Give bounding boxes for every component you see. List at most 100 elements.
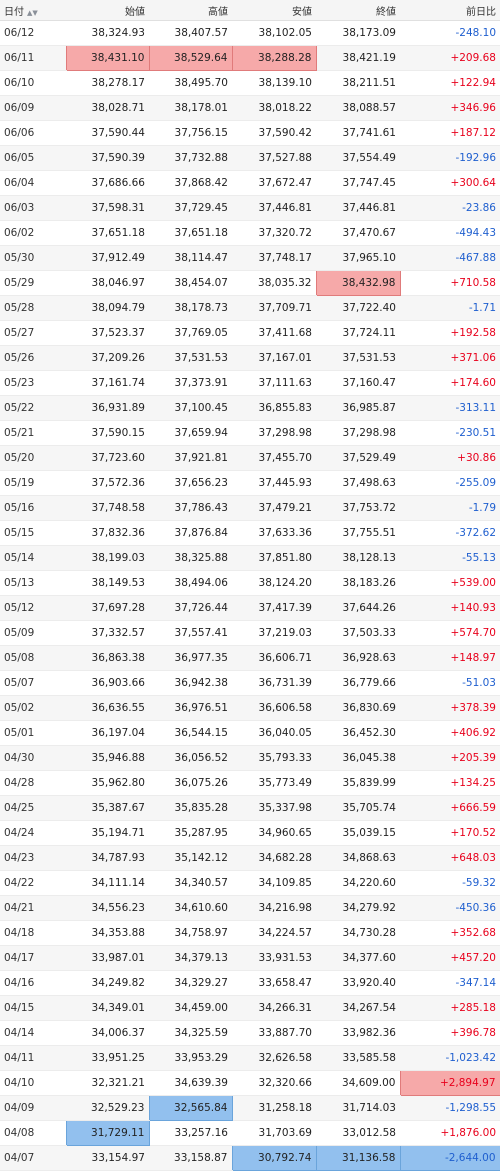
cell-high: 35,287.95: [149, 820, 232, 846]
cell-change: +406.92: [400, 720, 500, 746]
cell-change: +174.60: [400, 370, 500, 396]
cell-close: 37,644.26: [316, 595, 400, 621]
cell-open: 37,161.74: [66, 370, 149, 396]
cell-open: 34,006.37: [66, 1020, 149, 1046]
table-row: 06/02 37,651.18 37,651.18 37,320.72 37,470.6…: [0, 220, 500, 246]
cell-low: 32,626.58: [232, 1045, 316, 1071]
table-row: 04/09 32,529.23 32,565.84 31,258.18 31,714.0…: [0, 1095, 500, 1121]
cell-date: 05/30: [0, 245, 66, 271]
cell-low: 34,682.28: [232, 845, 316, 871]
table-row: 04/15 34,349.01 34,459.00 34,266.31 34,267.5…: [0, 995, 500, 1021]
cell-close: 37,722.40: [316, 295, 400, 321]
cell-low: 34,109.85: [232, 870, 316, 896]
cell-close: 37,724.11: [316, 320, 400, 346]
table-row: 05/02 36,636.55 36,976.51 36,606.58 36,830.6…: [0, 695, 500, 721]
cell-change: -192.96: [400, 145, 500, 171]
cell-high: 34,610.60: [149, 895, 232, 921]
table-header-row: 日付 ▲▼ 始値 高値 安値 終値 前日比: [0, 0, 500, 21]
cell-date: 04/11: [0, 1045, 66, 1071]
cell-date: 06/09: [0, 95, 66, 121]
cell-close: 37,503.33: [316, 620, 400, 646]
cell-date: 05/22: [0, 395, 66, 421]
table-row: 05/27 37,523.37 37,769.05 37,411.68 37,724.1…: [0, 320, 500, 346]
column-header-high: 高値: [149, 0, 232, 21]
cell-high: 37,786.43: [149, 495, 232, 521]
cell-low: 36,731.39: [232, 670, 316, 696]
sort-arrows-icon[interactable]: ▲▼: [27, 8, 38, 17]
cell-change: +134.25: [400, 770, 500, 796]
table-row: 04/28 35,962.80 36,075.26 35,773.49 35,839.9…: [0, 770, 500, 796]
cell-high: 37,651.18: [149, 220, 232, 246]
cell-change: -1,298.55: [400, 1095, 500, 1121]
cell-close: 37,747.45: [316, 170, 400, 196]
cell-change: -450.36: [400, 895, 500, 921]
cell-close: 36,779.66: [316, 670, 400, 696]
cell-open: 36,197.04: [66, 720, 149, 746]
cell-close: 34,868.63: [316, 845, 400, 871]
cell-open: 37,572.36: [66, 470, 149, 496]
cell-date: 04/28: [0, 770, 66, 796]
cell-low: 33,658.47: [232, 970, 316, 996]
cell-close: 34,279.92: [316, 895, 400, 921]
cell-open: 34,349.01: [66, 995, 149, 1021]
cell-change: +396.78: [400, 1020, 500, 1046]
cell-open: 34,353.88: [66, 920, 149, 946]
cell-open: 36,903.66: [66, 670, 149, 696]
cell-date: 06/10: [0, 70, 66, 96]
cell-open: 37,523.37: [66, 320, 149, 346]
cell-change: -55.13: [400, 545, 500, 571]
cell-date: 04/18: [0, 920, 66, 946]
cell-high: 37,726.44: [149, 595, 232, 621]
cell-low: 36,606.58: [232, 695, 316, 721]
cell-low: 37,219.03: [232, 620, 316, 646]
cell-low: 37,111.63: [232, 370, 316, 396]
cell-date: 05/14: [0, 545, 66, 571]
cell-high: 38,454.07: [149, 270, 232, 296]
cell-date: 05/08: [0, 645, 66, 671]
cell-high: 37,729.45: [149, 195, 232, 221]
table-row: 05/29 38,046.97 38,454.07 38,035.32 38,432.9…: [0, 270, 500, 296]
cell-close: 33,982.36: [316, 1020, 400, 1046]
cell-high: 34,379.13: [149, 945, 232, 971]
cell-date: 04/17: [0, 945, 66, 971]
table-row: 05/13 38,149.53 38,494.06 38,124.20 38,183.2…: [0, 570, 500, 596]
cell-close: 38,432.98: [315, 270, 401, 296]
table-row: 05/14 38,199.03 38,325.88 37,851.80 38,128.1…: [0, 545, 500, 571]
cell-high: 37,656.23: [149, 470, 232, 496]
table-row: 05/07 36,903.66 36,942.38 36,731.39 36,779.6…: [0, 670, 500, 696]
column-header-date[interactable]: 日付 ▲▼: [0, 0, 66, 21]
table-row: 04/17 33,987.01 34,379.13 33,931.53 34,377.6…: [0, 945, 500, 971]
cell-date: 04/24: [0, 820, 66, 846]
cell-date: 06/06: [0, 120, 66, 146]
cell-low: 37,298.98: [232, 420, 316, 446]
column-header-open: 始値: [66, 0, 149, 21]
cell-high: 34,459.00: [149, 995, 232, 1021]
cell-close: 33,012.58: [316, 1120, 400, 1146]
cell-open: 35,194.71: [66, 820, 149, 846]
cell-high: 36,942.38: [149, 670, 232, 696]
cell-high: 37,876.84: [149, 520, 232, 546]
cell-date: 04/25: [0, 795, 66, 821]
cell-close: 37,498.63: [316, 470, 400, 496]
cell-high: 33,257.16: [149, 1120, 232, 1146]
cell-close: 37,470.67: [316, 220, 400, 246]
cell-open: 37,590.44: [66, 120, 149, 146]
table-row: 06/11 38,431.10 38,529.64 38,288.28 38,421.1…: [0, 45, 500, 71]
cell-open: 36,863.38: [66, 645, 149, 671]
cell-high: 38,494.06: [149, 570, 232, 596]
cell-open: 36,931.89: [66, 395, 149, 421]
table-row: 05/12 37,697.28 37,726.44 37,417.39 37,644.2…: [0, 595, 500, 621]
cell-open: 34,249.82: [66, 970, 149, 996]
cell-date: 05/12: [0, 595, 66, 621]
cell-date: 04/07: [0, 1145, 66, 1171]
cell-date: 04/21: [0, 895, 66, 921]
table-row: 04/08 31,729.11 33,257.16 31,703.69 33,012.5…: [0, 1120, 500, 1146]
cell-high: 32,565.84: [148, 1095, 233, 1121]
cell-change: +285.18: [400, 995, 500, 1021]
cell-close: 31,136.58: [315, 1145, 401, 1171]
cell-change: +2,894.97: [399, 1070, 500, 1096]
cell-open: 37,748.58: [66, 495, 149, 521]
cell-change: +352.68: [400, 920, 500, 946]
cell-change: +209.68: [400, 45, 500, 71]
